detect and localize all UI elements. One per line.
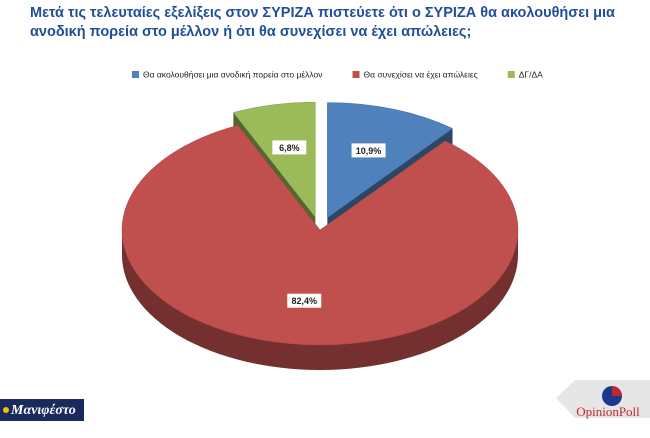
legend-label: Θα συνεχίσει να έχει απώλειες xyxy=(364,69,478,79)
chart-title: Μετά τις τελευταίες εξελίξεις στον ΣΥΡΙΖ… xyxy=(30,5,615,40)
legend-label: Θα ακολουθήσει μια ανοδική πορεία στο μέ… xyxy=(143,69,323,79)
slice-wall xyxy=(122,230,518,370)
legend-label: ΔΓ/ΔΑ xyxy=(519,69,543,79)
left-logo: Μανιφέστο xyxy=(0,399,84,421)
pie: 10,9% 82,4% 6,8% xyxy=(121,101,519,370)
data-label: 10,9% xyxy=(356,146,382,156)
label-box xyxy=(272,140,307,155)
data-label: 6,8% xyxy=(279,143,300,153)
slice xyxy=(121,125,519,346)
label-box xyxy=(351,143,386,158)
logo-box xyxy=(0,399,84,421)
right-logo: OpinionPoll xyxy=(556,380,650,419)
legend-swatch xyxy=(352,71,360,78)
logo-text: OpinionPoll xyxy=(576,404,640,419)
legend-swatch xyxy=(507,71,515,78)
title-box: Μετά τις τελευταίες εξελίξεις στον ΣΥΡΙΖ… xyxy=(30,5,615,40)
legend-swatch xyxy=(132,71,139,78)
slice xyxy=(232,101,316,218)
logo-icon-part xyxy=(612,386,622,396)
data-label: 82,4% xyxy=(291,296,317,306)
label-box xyxy=(287,293,322,308)
legend: Θα ακολουθήσει μια ανοδική πορεία στο μέ… xyxy=(132,69,543,79)
logo-text: Μανιφέστο xyxy=(10,403,76,418)
slice xyxy=(327,102,454,219)
logo-dot xyxy=(3,407,9,413)
